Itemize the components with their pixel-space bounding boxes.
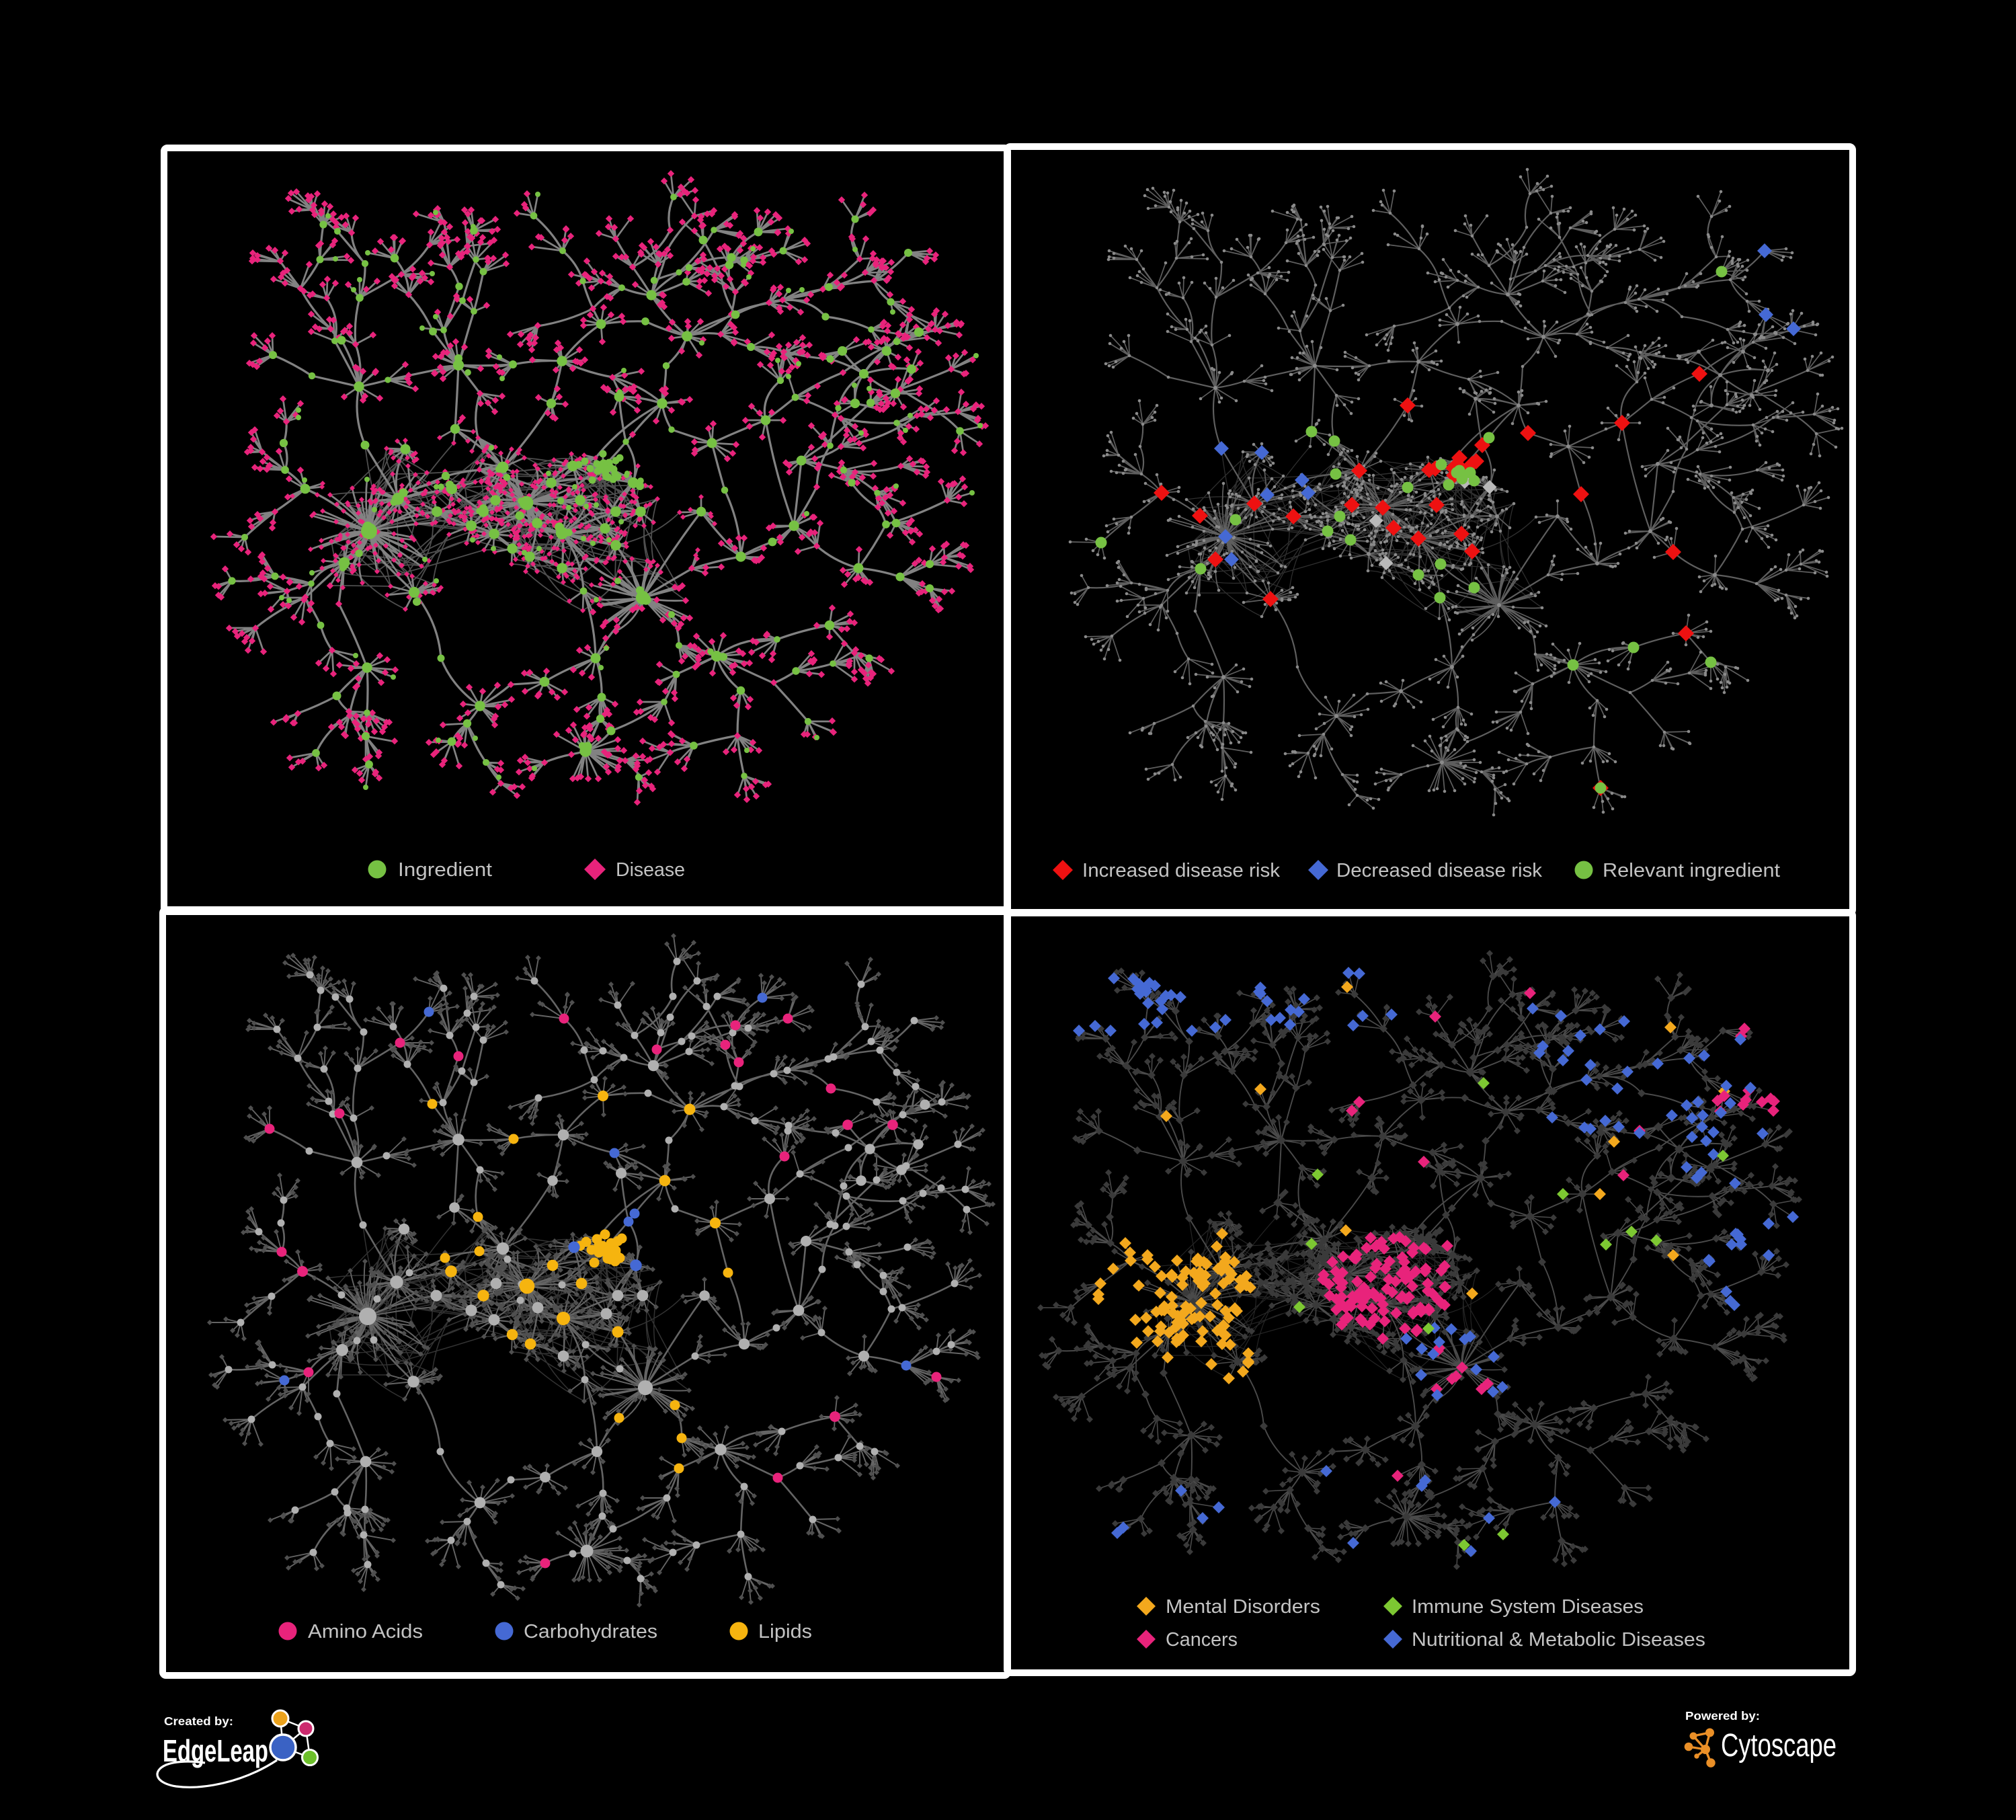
svg-text:Disease: Disease xyxy=(616,859,685,881)
svg-text:Carbohydrates: Carbohydrates xyxy=(524,1621,657,1643)
svg-text:Cytoscape: Cytoscape xyxy=(1721,1728,1837,1764)
svg-text:Immune System Diseases: Immune System Diseases xyxy=(1412,1596,1644,1618)
svg-text:EdgeLeap: EdgeLeap xyxy=(163,1733,268,1768)
svg-text:Decreased disease risk: Decreased disease risk xyxy=(1336,860,1542,881)
svg-text:Mental Disorders: Mental Disorders xyxy=(1166,1596,1320,1618)
svg-text:Nutritional & Metabolic Diseas: Nutritional & Metabolic Diseases xyxy=(1412,1629,1705,1651)
svg-text:Powered by:: Powered by: xyxy=(1685,1709,1760,1723)
svg-text:Cancers: Cancers xyxy=(1166,1629,1238,1651)
svg-text:Increased disease risk: Increased disease risk xyxy=(1082,860,1281,881)
svg-text:Ingredient: Ingredient xyxy=(398,859,492,881)
svg-text:Amino Acids: Amino Acids xyxy=(308,1621,423,1643)
svg-text:Created by:: Created by: xyxy=(164,1714,233,1728)
svg-text:Lipids: Lipids xyxy=(758,1621,812,1643)
svg-text:Relevant ingredient: Relevant ingredient xyxy=(1603,860,1780,881)
